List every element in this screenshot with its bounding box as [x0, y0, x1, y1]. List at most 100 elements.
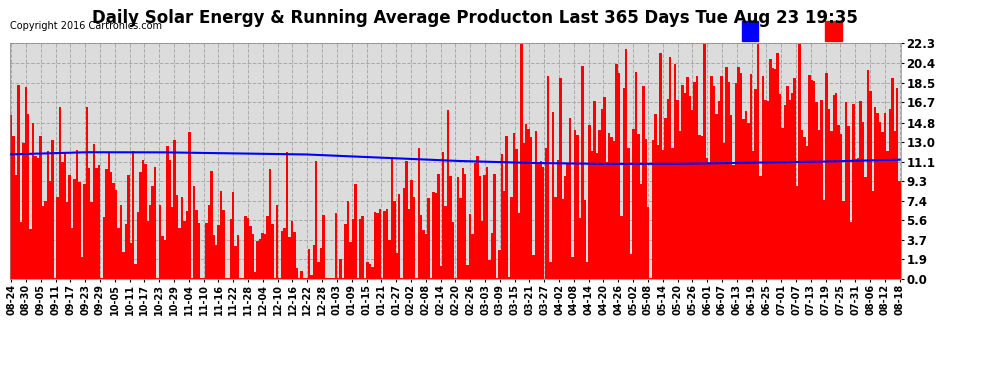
Bar [83, 184, 85, 279]
Bar [383, 211, 386, 279]
Bar [423, 230, 425, 279]
Bar [171, 207, 173, 279]
Bar [540, 161, 543, 279]
Bar [588, 125, 591, 279]
Bar [879, 122, 881, 279]
Bar [774, 69, 776, 279]
Bar [473, 163, 476, 279]
Bar [833, 94, 835, 279]
Bar [835, 93, 838, 279]
Bar [156, 278, 158, 279]
Bar [711, 76, 713, 279]
Bar [530, 137, 533, 279]
Bar [145, 164, 147, 279]
Bar [821, 100, 823, 279]
Bar [611, 136, 613, 279]
Bar [268, 169, 271, 279]
Bar [328, 278, 330, 279]
Bar [818, 130, 821, 279]
Bar [266, 216, 268, 279]
Bar [781, 128, 784, 279]
Bar [528, 129, 530, 279]
Bar [12, 136, 15, 279]
Bar [703, 44, 706, 279]
Bar [401, 278, 403, 279]
Bar [388, 240, 391, 279]
Bar [122, 252, 125, 279]
Bar [899, 181, 901, 279]
Bar [90, 202, 93, 279]
Bar [647, 207, 649, 279]
Bar [58, 106, 61, 279]
Bar [583, 200, 586, 279]
Bar [308, 249, 310, 279]
Bar [449, 176, 451, 279]
Bar [693, 81, 696, 279]
Bar [325, 278, 328, 279]
Bar [85, 107, 88, 279]
Bar [661, 150, 664, 279]
Bar [73, 178, 76, 279]
Bar [674, 64, 676, 279]
Bar [813, 81, 816, 279]
Bar [218, 225, 220, 279]
Bar [373, 212, 376, 279]
Bar [40, 136, 42, 279]
Bar [320, 248, 323, 279]
Bar [56, 197, 58, 279]
Bar [842, 201, 844, 279]
Bar [10, 115, 12, 279]
Bar [220, 191, 223, 279]
Bar [183, 221, 186, 279]
Bar [261, 233, 263, 279]
Bar [240, 278, 242, 279]
Bar [435, 193, 438, 279]
Bar [869, 90, 871, 279]
Bar [438, 174, 440, 279]
Bar [871, 190, 874, 279]
Bar [254, 272, 256, 279]
Bar [698, 135, 701, 279]
Bar [359, 219, 361, 279]
Bar [606, 162, 608, 279]
Bar [881, 132, 884, 279]
Bar [105, 170, 108, 279]
Bar [535, 132, 538, 279]
Bar [574, 130, 576, 279]
Bar [564, 176, 566, 279]
Bar [501, 154, 503, 279]
Bar [654, 114, 656, 279]
Bar [669, 57, 671, 279]
Bar [671, 147, 674, 279]
Bar [161, 236, 163, 279]
Bar [153, 166, 156, 279]
Bar [730, 115, 733, 279]
Bar [764, 100, 766, 279]
Bar [859, 100, 862, 279]
Bar [676, 100, 679, 279]
Bar [391, 158, 393, 279]
Bar [346, 201, 349, 279]
Bar [342, 278, 345, 279]
Bar [666, 99, 669, 279]
Bar [276, 205, 278, 279]
Bar [61, 162, 63, 279]
Bar [418, 148, 420, 279]
Bar [242, 278, 245, 279]
Bar [20, 222, 22, 279]
Bar [523, 143, 525, 279]
Bar [337, 278, 340, 279]
Bar [684, 93, 686, 279]
Bar [876, 113, 879, 279]
Bar [744, 111, 747, 279]
Bar [844, 102, 847, 279]
Bar [791, 93, 794, 279]
Bar [613, 141, 616, 279]
Bar [127, 175, 130, 279]
Bar [227, 278, 230, 279]
Bar [761, 76, 764, 279]
Bar [635, 72, 638, 279]
Bar [66, 202, 68, 279]
Bar [864, 177, 866, 279]
Bar [37, 158, 40, 279]
